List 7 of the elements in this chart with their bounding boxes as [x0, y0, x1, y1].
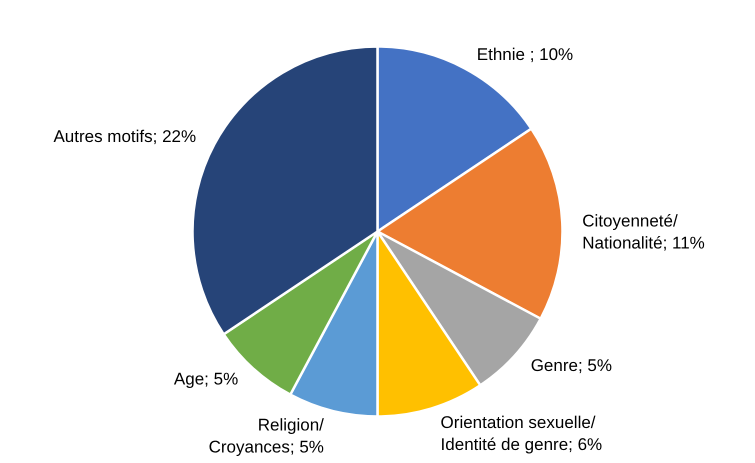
slice-label: Citoyenneté/ Nationalité; 11%: [582, 212, 705, 253]
slice-label: Religion/ Croyances; 5%: [208, 416, 324, 457]
slice-label: Age; 5%: [174, 370, 238, 389]
slice-label: Genre; 5%: [530, 356, 612, 375]
slice-label: Orientation sexuelle/ Identité de genre; 6%: [440, 412, 602, 454]
slice-label: Ethnie ; 10%: [476, 45, 574, 64]
slice-label: Autres motifs; 22%: [53, 127, 196, 146]
